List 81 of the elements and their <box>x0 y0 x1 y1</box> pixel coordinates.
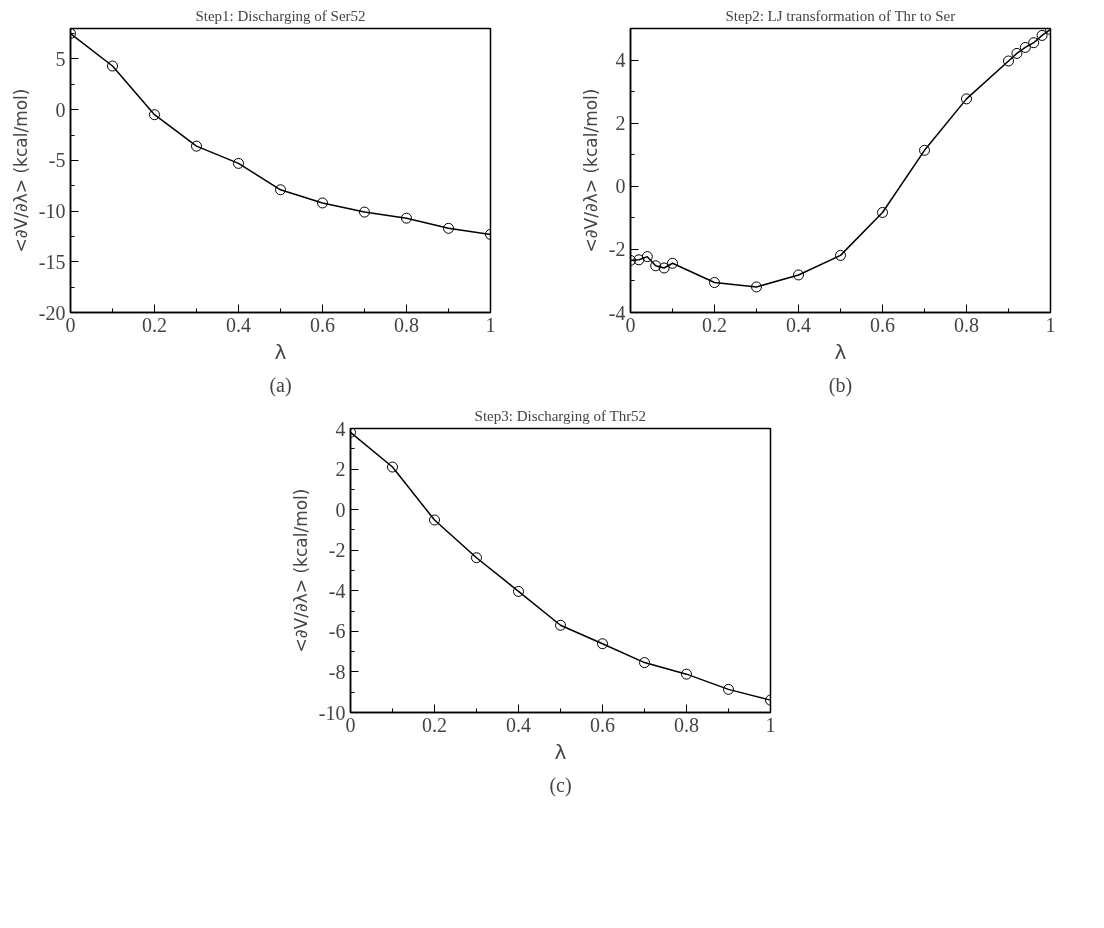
y-axis-title: <∂V/∂λ> (kcal/mol) <box>580 88 601 253</box>
x-axis-title: λ <box>274 339 287 364</box>
y-tick-label: -8 <box>328 660 346 683</box>
chart-title: Step3: Discharging of Thr52 <box>474 407 647 424</box>
point <box>639 657 650 669</box>
point <box>751 281 762 293</box>
x-tick-label: 0.2 <box>422 713 447 736</box>
text: (b) <box>828 373 853 397</box>
y-tick-label: 5 <box>55 47 66 70</box>
point <box>723 683 734 695</box>
y-tick-label: 0 <box>335 498 346 521</box>
x-tick-label: 0.6 <box>310 313 335 336</box>
x-tick-label: 0.2 <box>142 313 167 336</box>
point <box>877 206 888 218</box>
point <box>429 514 440 526</box>
point <box>658 262 670 274</box>
text: (c) <box>549 773 572 797</box>
x-axis-title: λ <box>554 739 567 764</box>
point <box>919 144 930 156</box>
x-tick-label: 1 <box>1045 313 1056 336</box>
y-tick-label: -15 <box>38 250 66 273</box>
point <box>317 197 328 209</box>
point <box>443 222 454 234</box>
y-axis-title: <∂V/∂λ> (kcal/mol) <box>290 488 311 653</box>
y-tick-label: 2 <box>335 458 346 481</box>
point <box>107 60 118 72</box>
x-tick-label: 0.6 <box>590 713 615 736</box>
point <box>149 109 160 121</box>
y-tick-label: -20 <box>38 301 66 324</box>
y-tick-label: -10 <box>38 200 66 223</box>
y-tick-label: -2 <box>608 238 626 261</box>
y-tick-label: -4 <box>608 301 626 324</box>
point <box>1003 55 1014 67</box>
point <box>835 249 846 261</box>
x-tick-label: 0.8 <box>674 713 699 736</box>
x-tick-label: 0.2 <box>702 313 727 336</box>
x-tick-label: 0.4 <box>506 713 531 736</box>
point <box>233 157 244 169</box>
point <box>471 552 482 564</box>
point <box>667 257 678 269</box>
point <box>681 668 692 680</box>
point <box>387 461 398 473</box>
x-tick-label: 0.8 <box>954 313 979 336</box>
y-tick-label: -5 <box>48 149 66 172</box>
y-tick-label: -2 <box>328 539 346 562</box>
x-tick-label: 0.4 <box>786 313 811 336</box>
point <box>793 269 804 281</box>
point <box>191 140 202 152</box>
x-tick-label: 1 <box>765 713 776 736</box>
x-tick-label: 0.4 <box>226 313 251 336</box>
point <box>401 212 412 224</box>
y-tick-label: -6 <box>328 620 346 643</box>
text: (a) <box>269 373 292 397</box>
x-tick-label: 0.6 <box>870 313 895 336</box>
point <box>1019 41 1031 53</box>
point <box>633 254 645 266</box>
y-axis-title: <∂V/∂λ> (kcal/mol) <box>10 88 31 253</box>
y-tick-label: 4 <box>335 417 346 440</box>
point <box>597 638 608 650</box>
x-axis-title: λ <box>834 339 847 364</box>
point <box>275 184 286 196</box>
point <box>1011 47 1023 59</box>
point <box>709 277 720 289</box>
point <box>641 251 653 263</box>
y-tick-label: -4 <box>328 579 346 602</box>
point <box>650 260 662 272</box>
y-tick-label: 0 <box>615 175 626 198</box>
point <box>1028 37 1040 49</box>
x-tick-label: 1 <box>485 313 496 336</box>
point <box>555 619 566 631</box>
chart-title: Step2: LJ transformation of Thr to Ser <box>725 7 956 24</box>
point <box>513 585 524 597</box>
x-tick-label: 0.8 <box>394 313 419 336</box>
y-tick-label: 2 <box>615 112 626 135</box>
y-tick-label: 4 <box>615 49 626 72</box>
chart-title: Step1: Discharging of Ser52 <box>195 7 366 24</box>
point <box>961 93 972 105</box>
point <box>359 206 370 218</box>
y-tick-label: 0 <box>55 98 66 121</box>
point <box>1036 29 1048 41</box>
y-tick-label: -10 <box>318 701 346 724</box>
